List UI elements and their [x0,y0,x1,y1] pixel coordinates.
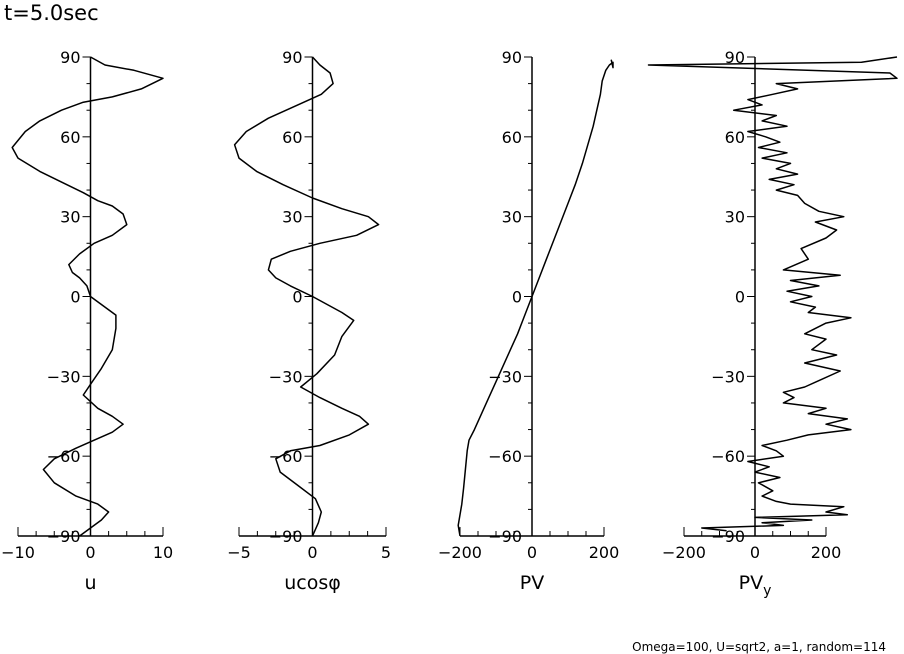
panel-1-y-tick-label: 0 [70,288,80,307]
panel-4-x-axis-label-subscript: y [763,583,771,599]
panel-2-x-tick-label: 0 [307,543,317,562]
panel-1-x-tick-label: 10 [153,543,173,562]
figure-title: t=5.0sec [4,1,99,25]
panel-1-x-tick-label: 0 [85,543,95,562]
panel-3-x-tick-label: 0 [527,543,537,562]
panel-1-y-tick-label: 90 [60,48,80,67]
panel-4-x-tick-label: 200 [811,543,842,562]
panel-2-x-tick-label: 5 [381,543,391,562]
panel-4-series-line [647,56,898,532]
panel-3-x-axis-label: PV [520,572,544,594]
panel-4-x-tick-label: −200 [662,543,706,562]
panel-1-y-tick-label: −90 [47,527,81,546]
panel-2-y-tick-label: 90 [282,48,302,67]
panel-3-y-tick-label: 60 [502,128,522,147]
panel-3-y-tick-label: 30 [502,208,522,227]
panel-4-y-tick-label: 90 [725,48,745,67]
panel-1-x-tick-label: −10 [1,543,35,562]
panel-3: −200 0 200 −90 −60 −30 0 30 60 90 PV [438,48,619,594]
panel-4-y-tick-label: 0 [735,288,745,307]
panel-1-y-tick-label: 30 [60,208,80,227]
panel-2-y-tick-label: 30 [282,208,302,227]
panel-2-y-tick-label: 60 [282,128,302,147]
panel-2-y-tick-label: 0 [292,288,302,307]
panel-3-series-line [457,59,614,537]
panel-1-x-axis-label: u [84,572,96,594]
panel-3-x-tick-label: −200 [438,543,482,562]
panel-4-x-tick-label: 0 [750,543,760,562]
panel-2-series-line [233,56,380,537]
panel-4-y-tick-label: 30 [725,208,745,227]
panel-2-y-tick-label: −30 [269,367,303,386]
panel-4-x-axis-label: PVy [739,572,772,599]
panel-2-x-tick-label: −5 [227,543,251,562]
panel-3-x-tick-label: 200 [589,543,620,562]
panel-1-y-tick-label: −30 [47,367,81,386]
panel-4-y-tick-label: −60 [711,447,745,466]
panel-3-y-tick-label: 0 [512,288,522,307]
panel-3-y-tick-label: 90 [502,48,522,67]
panel-1-series-line [11,56,164,537]
panel-3-y-tick-label: −30 [488,367,522,386]
panel-4: −200 0 200 −90 −60 −30 0 30 60 90 PVy [647,48,898,599]
panel-2-y-tick-label: −90 [269,527,303,546]
panel-3-y-tick-label: −60 [488,447,522,466]
panel-2-x-axis-label: ucosφ [284,572,341,594]
panel-4-x-axis-label-main: PV [739,572,763,594]
panel-1: −10 0 10 −90 −60 −30 0 30 60 90 u [1,48,173,594]
panels-container: −10 0 10 −90 −60 −30 0 30 60 90 u −5 0 5 −90 −60 −30 0 30 6… [1,48,898,599]
panel-4-y-tick-label: −30 [711,367,745,386]
panel-1-y-tick-label: 60 [60,128,80,147]
panel-1-y-tick-label: −60 [47,447,81,466]
panel-4-y-tick-label: −90 [711,527,745,546]
figure-footer: Omega=100, U=sqrt2, a=1, random=114 [632,640,886,654]
panel-3-y-tick-label: −90 [488,527,522,546]
panel-4-y-tick-label: 60 [725,128,745,147]
